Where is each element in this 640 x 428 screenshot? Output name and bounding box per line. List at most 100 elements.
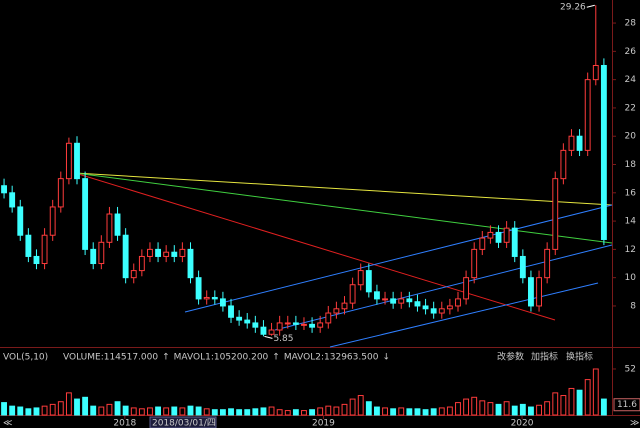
volume-bar <box>106 403 113 416</box>
volume-bar <box>82 396 89 416</box>
candle-body <box>82 178 89 250</box>
volume-bar <box>130 407 137 416</box>
candle-body <box>163 251 170 257</box>
candle-body <box>236 316 243 321</box>
candle-body <box>41 234 48 265</box>
candle-body <box>349 284 356 304</box>
candle-body <box>195 277 202 300</box>
candle-body <box>552 178 559 250</box>
candle-body <box>317 322 324 328</box>
volume-bar <box>325 405 332 416</box>
y-tick-label: 16 <box>625 188 637 198</box>
max-label: 29.26 <box>560 3 586 13</box>
candle-body <box>57 178 64 208</box>
candle-body <box>309 323 316 328</box>
cursor-box <box>149 416 217 428</box>
y-tick-label: 52 <box>625 364 636 374</box>
volume-bar <box>33 407 40 416</box>
candle-body <box>268 329 275 335</box>
x-tick-label: 2020 <box>511 419 534 428</box>
candle-body <box>471 248 478 279</box>
y-tick-label: 26 <box>625 47 637 57</box>
volume-bar <box>357 395 364 416</box>
nav-button[interactable]: ≪ <box>3 419 12 428</box>
button[interactable]: 换指标 <box>566 351 593 363</box>
button[interactable]: 加指标 <box>531 351 558 363</box>
volume-bar <box>195 406 202 416</box>
volume-bar <box>487 402 494 416</box>
volume-bar <box>41 405 48 416</box>
candle-body <box>138 255 145 272</box>
volume-bar <box>503 401 510 416</box>
candle-body <box>365 270 372 293</box>
volume-bar <box>479 400 486 416</box>
candle-body <box>446 305 453 310</box>
candle-body <box>301 323 307 326</box>
candle-body <box>33 255 40 265</box>
volume-bar <box>114 401 121 416</box>
y-tick-label: 10 <box>625 273 637 283</box>
candle-body <box>228 305 234 318</box>
candle-body <box>333 308 340 314</box>
candle-body <box>106 213 113 243</box>
candle-body <box>463 277 470 300</box>
candle-body <box>341 302 348 310</box>
candle-body <box>398 298 405 304</box>
x-tick-label: 2019 <box>312 419 335 428</box>
volume-bar <box>74 398 80 416</box>
candle-body <box>252 322 259 328</box>
candle-body <box>528 277 534 307</box>
volume-bar <box>333 406 340 416</box>
legend-entry: MAVOL2:132963.500 <box>284 353 379 363</box>
volume-bar <box>179 407 186 416</box>
candle-body <box>560 149 567 180</box>
trend-line <box>74 172 613 244</box>
candle-body <box>576 135 583 151</box>
y-tick-label: 18 <box>625 160 637 170</box>
volume-bar <box>211 409 218 416</box>
volume-bar <box>260 407 267 416</box>
volume-bar <box>155 406 161 416</box>
candle-body <box>406 298 413 303</box>
candle-body <box>187 248 194 279</box>
volume-bar <box>519 403 526 416</box>
volume-bar <box>252 408 259 416</box>
candle-body <box>519 255 526 279</box>
candle-body <box>74 142 80 180</box>
candle-body <box>292 322 299 325</box>
candle-body <box>203 296 210 300</box>
y-tick-label: 28 <box>625 19 637 29</box>
volume-bar <box>446 406 453 416</box>
volume-bar <box>203 408 210 416</box>
candle-body <box>179 248 186 257</box>
candle-body <box>568 135 575 151</box>
volume-bar <box>536 404 542 416</box>
candle-body <box>260 326 267 335</box>
volume-bar <box>138 408 145 416</box>
volume-bar <box>317 407 324 416</box>
volume-bar <box>163 407 170 416</box>
min-label: 5.85 <box>273 334 293 344</box>
button[interactable]: 改参数 <box>497 351 524 363</box>
candle-body <box>536 277 542 307</box>
legend-arrow: ↑ <box>162 353 170 363</box>
candle-body <box>479 237 486 250</box>
candle-body <box>511 227 518 257</box>
trend-line <box>184 204 613 313</box>
y-tick-label: 20 <box>625 132 637 142</box>
volume-bar <box>600 398 607 416</box>
volume-bar <box>276 409 283 416</box>
volume-bar <box>455 402 461 416</box>
y-tick-label: 8 <box>630 301 636 311</box>
volume-bar <box>122 405 129 416</box>
legend-arrow: ↓ <box>382 353 390 363</box>
volume-bar <box>560 395 567 416</box>
candle-body <box>390 298 397 304</box>
candle-body <box>414 301 421 307</box>
candle-body <box>430 308 437 314</box>
nav-button[interactable]: ≫ <box>630 419 639 428</box>
candle-body <box>114 213 121 236</box>
candle-body <box>65 142 72 180</box>
